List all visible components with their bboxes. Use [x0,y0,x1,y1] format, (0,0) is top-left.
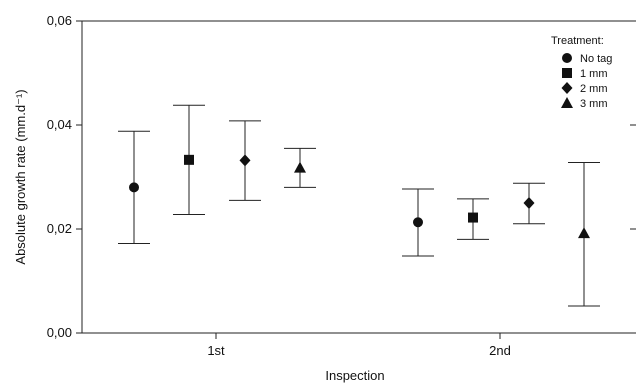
legend-label: 1 mm [580,68,608,80]
data-markers [129,154,590,239]
legend-marker-diamond [561,82,573,94]
data-point-square [184,154,194,165]
data-point-triangle [578,227,590,239]
legend-items: No tag 1 mm 2 mm 3 mm [561,53,612,110]
data-point-triangle [294,161,306,173]
y-tick-label: 0,04 [47,117,72,132]
legend-label: 3 mm [580,98,608,110]
plot-frame [81,20,636,334]
legend-label: 2 mm [580,83,608,95]
x-ticks: 1st 2nd [207,333,511,358]
legend-marker-circle [562,53,572,63]
data-point-circle [129,182,139,193]
legend: Treatment: No tag 1 mm 2 mm 3 mm [551,35,612,110]
x-axis-title: Inspection [325,368,384,383]
x-tick-label: 1st [207,343,225,358]
x-tick-label: 2nd [489,343,511,358]
y-tick-label: 0,02 [47,221,72,236]
y-ticks: 0,00 0,02 0,04 0,06 [47,13,82,340]
y-tick-label: 0,00 [47,325,72,340]
data-point-diamond [523,197,535,209]
data-point-square [468,212,478,223]
legend-title: Treatment: [551,35,604,47]
legend-label: No tag [580,53,612,65]
y-tick-label: 0,06 [47,13,72,28]
data-point-diamond [239,154,251,167]
legend-marker-square [562,68,572,78]
legend-marker-triangle [561,97,573,108]
y-axis-title: Absolute growth rate (mm.d⁻¹) [13,89,28,264]
data-point-circle [413,217,423,228]
right-ticks [630,124,636,230]
